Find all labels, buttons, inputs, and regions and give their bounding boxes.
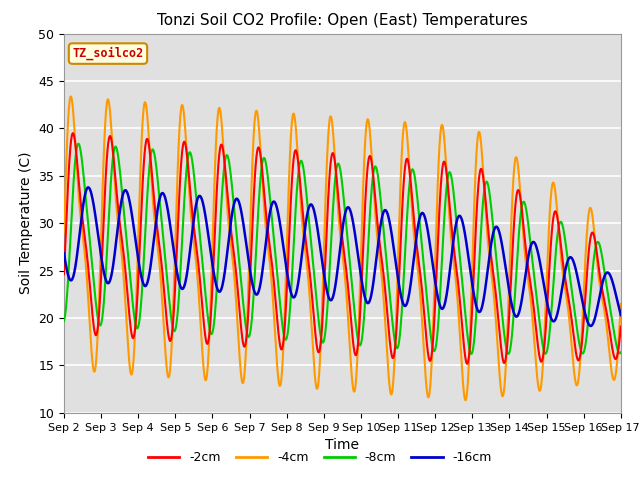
- X-axis label: Time: Time: [325, 438, 360, 452]
- Title: Tonzi Soil CO2 Profile: Open (East) Temperatures: Tonzi Soil CO2 Profile: Open (East) Temp…: [157, 13, 528, 28]
- Legend: -2cm, -4cm, -8cm, -16cm: -2cm, -4cm, -8cm, -16cm: [143, 446, 497, 469]
- Text: TZ_soilco2: TZ_soilco2: [72, 47, 143, 60]
- Y-axis label: Soil Temperature (C): Soil Temperature (C): [19, 152, 33, 294]
